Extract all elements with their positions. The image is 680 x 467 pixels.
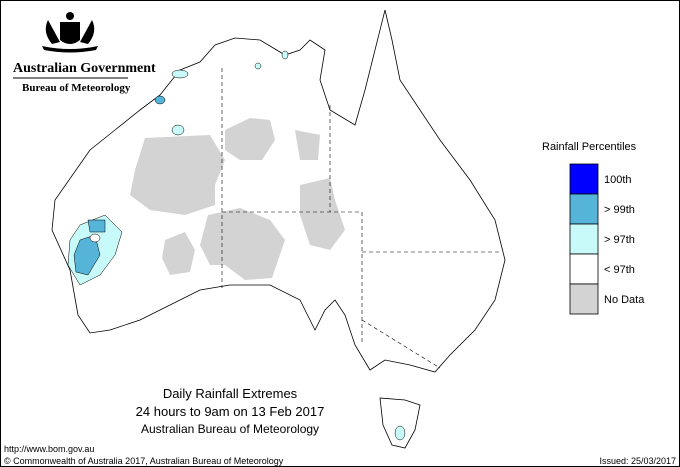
legend-swatch xyxy=(569,253,599,285)
legend-label: < 97th xyxy=(604,264,635,276)
caption-subtitle: 24 hours to 9am on 13 Feb 2017 xyxy=(136,404,325,419)
legend-title: Rainfall Percentiles xyxy=(542,141,637,153)
government-name: Australian Government xyxy=(13,61,156,76)
legend-label: No Data xyxy=(604,294,645,306)
footer-url: http://www.bom.gov.au xyxy=(4,444,94,454)
footer-copyright: © Commonwealth of Australia 2017, Austra… xyxy=(4,456,284,466)
legend-swatch xyxy=(569,283,599,315)
tasmania-outline xyxy=(379,397,421,449)
legend-swatch xyxy=(569,193,599,225)
coat-of-arms xyxy=(42,12,98,53)
mainland-outline xyxy=(51,9,506,373)
legend-label: 100th xyxy=(604,174,632,186)
state-borders xyxy=(221,68,500,369)
rainfall-areas xyxy=(67,50,406,441)
footer-issued: Issued: 25/03/2017 xyxy=(599,456,676,466)
legend: 100th > 99th > 97th < 97th No Data xyxy=(569,163,645,315)
bureau-name: Bureau of Meteorology xyxy=(22,82,131,94)
caption-title: Daily Rainfall Extremes xyxy=(163,386,298,401)
no-data-areas xyxy=(130,118,345,280)
caption-source: Australian Bureau of Meteorology xyxy=(141,422,319,436)
legend-swatch xyxy=(569,223,599,255)
legend-label: > 97th xyxy=(604,234,635,246)
legend-swatch xyxy=(569,163,599,195)
legend-label: > 99th xyxy=(604,204,635,216)
